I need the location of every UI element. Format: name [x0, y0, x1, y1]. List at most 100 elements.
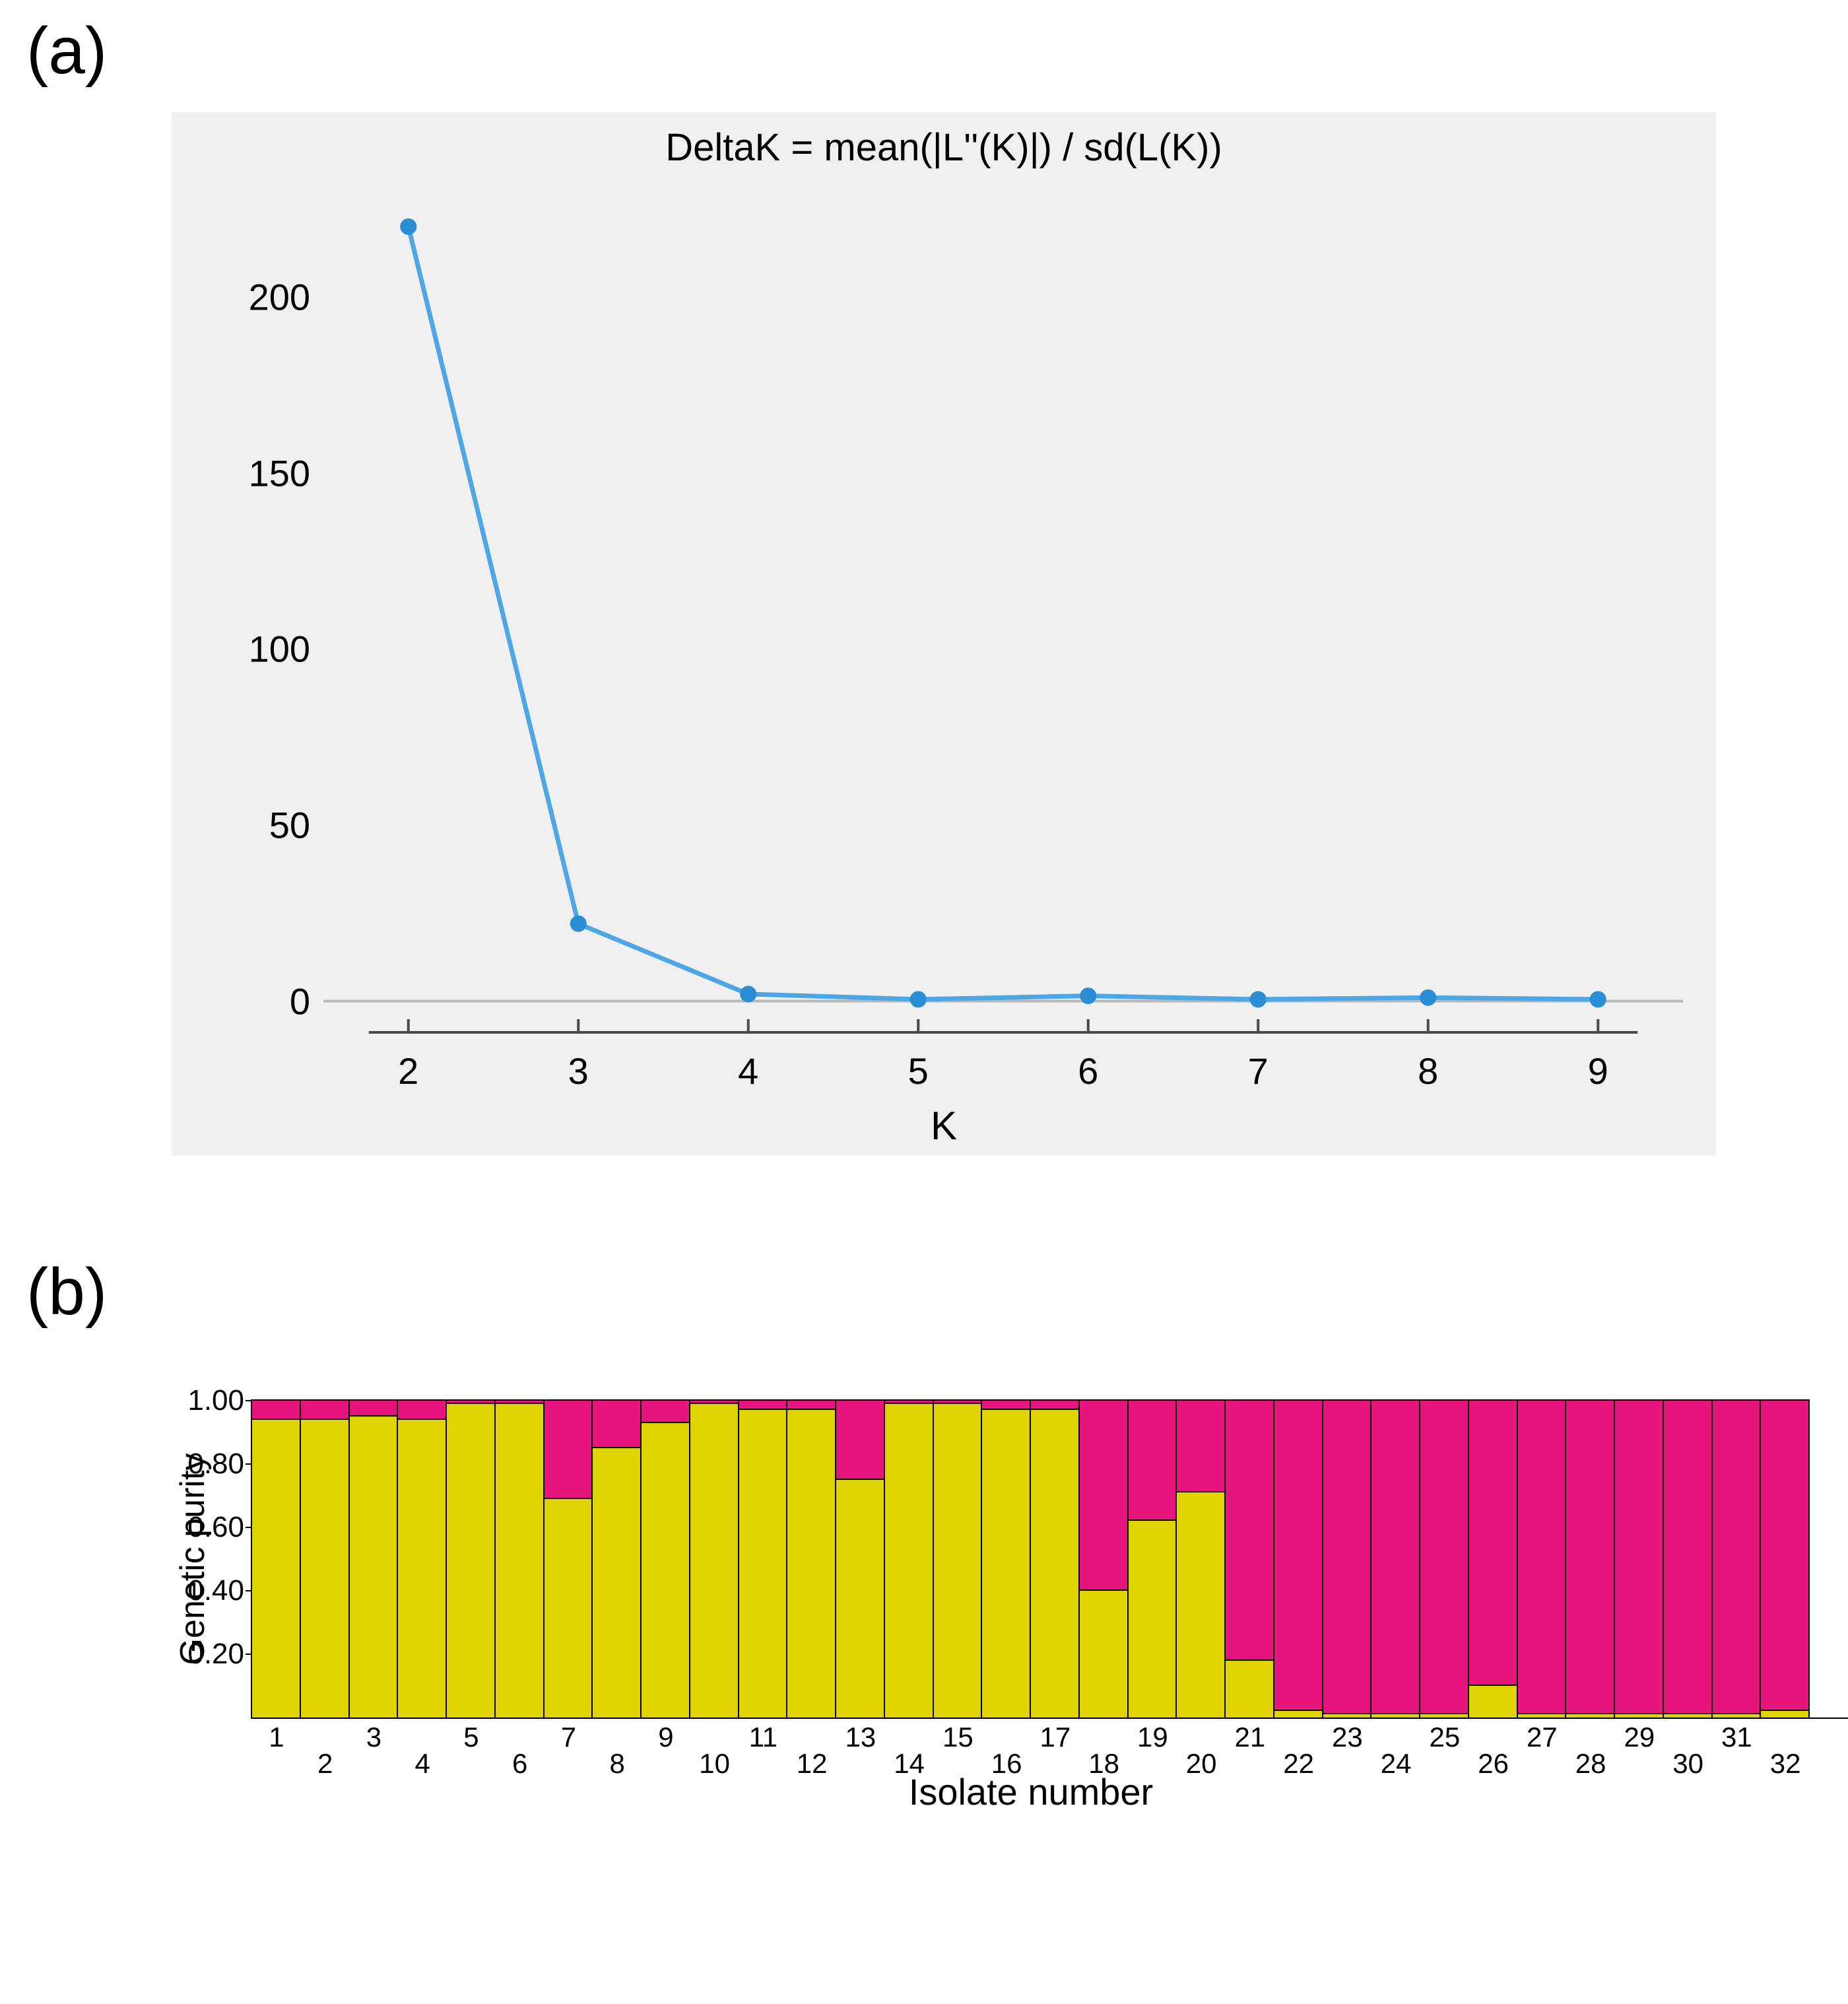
structure-bar: [252, 1401, 301, 1718]
bar-segment-pink: [544, 1401, 592, 1499]
chart-b-ytick-mark: [246, 1527, 252, 1528]
chart-b-x-axis-line: [252, 1718, 1848, 1719]
chart-b-xtick: 11: [749, 1721, 778, 1753]
bar-segment-pink: [1080, 1401, 1127, 1591]
bar-segment-pink: [252, 1401, 300, 1420]
chart-b-xtick: 27: [1527, 1721, 1558, 1753]
chart-b-ytick-mark: [246, 1463, 252, 1465]
bar-segment-pink: [1226, 1401, 1273, 1661]
chart-b-xtick: 31: [1721, 1721, 1752, 1753]
chart-b-xtick: 8: [609, 1748, 624, 1780]
panel-b-label: (b): [26, 1254, 107, 1330]
bar-segment-yellow: [1274, 1710, 1322, 1718]
chart-a-xtick: 6: [1078, 1050, 1098, 1092]
chart-b-xtick: 3: [366, 1721, 381, 1753]
bar-segment-yellow: [642, 1422, 689, 1718]
bar-segment-yellow: [544, 1498, 592, 1718]
structure-bar: [1129, 1401, 1177, 1718]
bar-segment-yellow: [1469, 1685, 1517, 1718]
chart-a-ytick: 200: [249, 276, 310, 319]
bar-segment-yellow: [690, 1403, 738, 1718]
structure-bar: [1080, 1401, 1129, 1718]
chart-b-xtick: 13: [845, 1721, 876, 1753]
bar-segment-yellow: [1566, 1713, 1614, 1718]
bar-segment-yellow: [593, 1447, 640, 1718]
chart-a-xlabel: K: [172, 1103, 1716, 1149]
chart-b-xtick: 26: [1478, 1748, 1509, 1780]
chart-b-xtick: 12: [797, 1748, 828, 1780]
chart-b-ytick: 0.80: [187, 1448, 244, 1481]
chart-b-ytick-mark: [246, 1653, 252, 1655]
bar-segment-pink: [1518, 1401, 1566, 1714]
chart-a-svg: [323, 191, 1683, 1036]
bar-segment-pink: [301, 1401, 348, 1420]
chart-a-xtick: 2: [398, 1050, 418, 1092]
chart-a-xtick: 8: [1418, 1050, 1438, 1092]
bar-segment-pink: [1566, 1401, 1614, 1714]
structure-bar: [447, 1401, 496, 1718]
bar-segment-pink: [1713, 1401, 1760, 1714]
structure-bar: [690, 1401, 739, 1718]
bar-segment-yellow: [982, 1409, 1030, 1718]
structure-bar: [1274, 1401, 1323, 1718]
bar-segment-pink: [1615, 1401, 1663, 1714]
chart-b-xtick: 25: [1430, 1721, 1461, 1753]
chart-b-xtick: 7: [561, 1721, 576, 1753]
structure-bar: [885, 1401, 934, 1718]
panel-a-label: (a): [26, 13, 107, 89]
chart-a-xtick: 3: [568, 1050, 589, 1092]
chart-a-xtick: 7: [1248, 1050, 1269, 1092]
structure-bar: [1177, 1401, 1226, 1718]
bar-segment-pink: [1664, 1401, 1711, 1714]
panel-a: DeltaK = mean(|L''(K)|) / sd(L(K)) 05010…: [172, 112, 1716, 1155]
bar-segment-pink: [1469, 1401, 1517, 1686]
chart-a-plot-area: 05010015020023456789: [323, 191, 1683, 1036]
structure-bar: [982, 1401, 1031, 1718]
bar-segment-pink: [1323, 1401, 1371, 1714]
structure-bar: [1761, 1401, 1810, 1718]
structure-bar: [1323, 1401, 1372, 1718]
bar-segment-pink: [398, 1401, 446, 1420]
chart-b-xtick: 6: [512, 1748, 527, 1780]
bar-segment-yellow: [1420, 1713, 1468, 1718]
chart-b-xtick: 10: [699, 1748, 730, 1780]
structure-bar: [739, 1401, 788, 1718]
bar-segment-yellow: [1031, 1409, 1078, 1718]
bar-segment-pink: [1274, 1401, 1322, 1711]
structure-bar: [1566, 1401, 1615, 1718]
bar-segment-pink: [1420, 1401, 1468, 1714]
panel-b: Genetic purity Isolate number 0.200.400.…: [158, 1399, 1808, 1769]
chart-b-xtick: 14: [894, 1748, 925, 1780]
bar-segment-yellow: [885, 1403, 933, 1718]
bar-segment-yellow: [1615, 1713, 1663, 1718]
chart-b-xtick: 22: [1283, 1748, 1314, 1780]
chart-b-xtick: 28: [1575, 1748, 1606, 1780]
bar-segment-yellow: [1129, 1520, 1176, 1718]
chart-b-xtick: 21: [1235, 1721, 1266, 1753]
chart-a-title: DeltaK = mean(|L''(K)|) / sd(L(K)): [172, 125, 1716, 170]
chart-a-ytick: 0: [290, 980, 310, 1022]
chart-a-xtick: 4: [738, 1050, 758, 1092]
chart-b-xtick: 5: [463, 1721, 478, 1753]
bar-segment-pink: [1761, 1401, 1808, 1711]
chart-b-ytick: 0.40: [187, 1574, 244, 1607]
chart-b-xtick: 20: [1186, 1748, 1217, 1780]
chart-b-xtick: 17: [1040, 1721, 1071, 1753]
chart-b-xtick: 4: [414, 1748, 430, 1780]
bar-segment-yellow: [836, 1479, 884, 1718]
bar-segment-yellow: [1226, 1659, 1273, 1718]
bar-segment-yellow: [301, 1419, 348, 1718]
bar-segment-yellow: [934, 1403, 981, 1718]
structure-bar: [642, 1401, 690, 1718]
bar-segment-yellow: [350, 1415, 397, 1718]
structure-bar: [1664, 1401, 1713, 1718]
structure-bar: [1469, 1401, 1518, 1718]
bar-segment-yellow: [1177, 1491, 1224, 1718]
structure-bar: [496, 1401, 544, 1718]
chart-a-xtick: 9: [1588, 1050, 1608, 1092]
bar-segment-yellow: [1080, 1589, 1127, 1718]
chart-b-ylabel: Genetic purity: [173, 1453, 213, 1665]
chart-b-xtick: 30: [1672, 1748, 1703, 1780]
structure-bar: [1713, 1401, 1762, 1718]
chart-b-xtick: 15: [942, 1721, 974, 1753]
